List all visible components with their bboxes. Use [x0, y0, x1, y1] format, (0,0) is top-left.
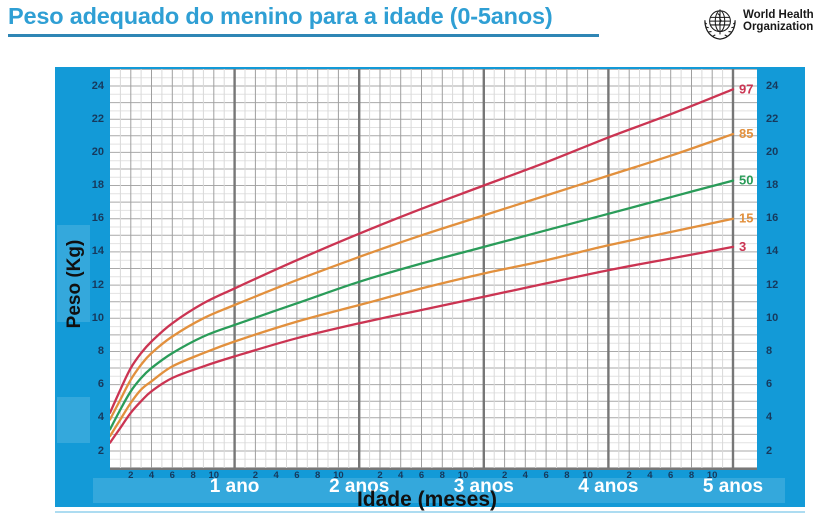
percentile-curve-15	[108, 217, 735, 438]
x-tick-month: 6	[668, 470, 674, 481]
y-tick-right: 14	[766, 245, 779, 258]
chart-panel: Peso (Kg) 97 85 50 15 3 2 4 6 8 10 12 14 16 18 20 22 24…	[55, 67, 805, 511]
growth-chart-svg: 97 85 50 15 3	[108, 68, 757, 470]
x-tick-month: 4	[647, 470, 653, 481]
y-tick-right: 2	[766, 444, 773, 457]
x-tick-month: 6	[294, 470, 300, 481]
y-tick-left: 2	[97, 444, 104, 457]
highlight-strip-bottom	[93, 478, 785, 503]
x-tick-month: 4	[522, 470, 528, 481]
y-tick-left: 10	[91, 311, 104, 324]
year-label: 4 anos	[578, 476, 639, 497]
panel-reflection	[55, 511, 805, 513]
x-tick-month: 8	[439, 470, 445, 481]
x-tick-month: 4	[273, 470, 279, 481]
x-tick-month: 8	[564, 470, 570, 481]
title-underline	[8, 34, 599, 37]
who-logo-line2: Organization	[743, 21, 814, 34]
x-tick-month: 10	[333, 470, 344, 481]
percentile-curve-50	[108, 179, 735, 431]
y-tick-left: 22	[91, 112, 104, 125]
x-tick-month: 10	[457, 470, 469, 481]
y-tick-left: 16	[91, 212, 104, 225]
x-tick-month: 8	[315, 470, 321, 481]
y-tick-right: 12	[766, 278, 779, 291]
y-tick-left: 8	[97, 345, 104, 357]
y-tick-right: 6	[766, 378, 773, 391]
highlight-box-ylabel	[57, 225, 90, 322]
x-tick-month: 6	[418, 470, 425, 481]
x-tick-month: 4	[398, 470, 404, 481]
x-tick-month: 6	[543, 470, 549, 481]
y-tick-left: 20	[91, 145, 104, 158]
page-title: Peso adequado do menino para a idade (0-…	[8, 3, 553, 29]
percentile-label-3: 3	[739, 239, 746, 254]
highlight-box-bottom-left	[57, 397, 90, 443]
who-logo: World Health Organization	[701, 7, 814, 41]
x-tick-month: 8	[190, 470, 196, 481]
year-label: 3 anos	[453, 476, 514, 497]
y-tick-left: 24	[91, 79, 104, 92]
y-tick-left: 14	[91, 245, 104, 258]
percentile-curve-3	[108, 245, 735, 444]
x-tick-month: 8	[688, 470, 695, 481]
x-tick-month: 6	[169, 470, 175, 481]
y-tick-right: 20	[766, 145, 779, 158]
y-tick-right: 4	[766, 411, 773, 424]
y-tick-left: 18	[91, 179, 104, 191]
who-logo-text: World Health Organization	[743, 9, 814, 34]
who-logo-line1: World Health	[743, 9, 814, 21]
x-tick-month: 2	[626, 470, 632, 481]
year-label: 1 ano	[209, 476, 260, 497]
y-tick-right: 8	[766, 345, 773, 357]
x-tick-month: 2	[377, 470, 383, 481]
y-tick-right: 10	[766, 311, 779, 324]
percentile-label-50: 50	[739, 173, 753, 188]
x-tick-month: 2	[128, 470, 134, 481]
y-tick-right: 18	[766, 179, 779, 191]
year-label: 2 anos	[329, 476, 390, 497]
y-tick-right: 22	[766, 112, 779, 125]
percentile-label-15: 15	[739, 211, 753, 226]
plot-area: 97 85 50 15 3	[108, 68, 757, 470]
percentile-curve-97	[108, 88, 735, 414]
x-tick-month: 2	[501, 470, 508, 481]
y-tick-left: 4	[97, 411, 104, 424]
y-tick-left: 12	[91, 278, 104, 291]
year-label: 5 anos	[702, 476, 764, 497]
who-emblem-icon	[704, 9, 736, 40]
y-tick-left: 6	[97, 378, 104, 391]
percentile-label-97: 97	[739, 81, 753, 96]
x-axis-title: Idade (meses)	[356, 488, 498, 511]
y-tick-right: 24	[766, 79, 779, 92]
x-tick-month: 10	[208, 470, 220, 481]
y-tick-right: 16	[766, 212, 779, 225]
x-tick-month: 10	[582, 470, 593, 481]
x-tick-month: 2	[252, 470, 259, 481]
x-tick-month: 4	[148, 470, 155, 481]
percentile-curve-85	[108, 132, 735, 421]
x-tick-month: 10	[706, 470, 718, 481]
percentile-label-85: 85	[739, 126, 753, 141]
